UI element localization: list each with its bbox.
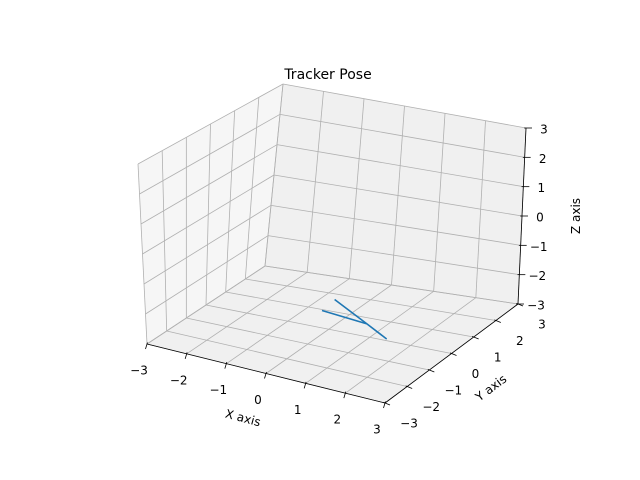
tick-marks [145, 127, 532, 409]
z-tick-label: 1 [538, 181, 546, 195]
y-tick-label: −2 [422, 400, 440, 414]
z-tick-label: 0 [536, 211, 544, 225]
grid-line-y [264, 83, 284, 267]
y-pane [265, 84, 526, 304]
series-lines [321, 298, 387, 340]
x-tick-label: 0 [254, 393, 262, 407]
z-tick-label: −3 [527, 299, 545, 313]
z-tick-label: 3 [540, 123, 548, 137]
x-tick-label: 3 [373, 423, 381, 437]
grid-line-y [245, 278, 496, 321]
x-tick-label: 2 [334, 413, 342, 427]
x-tick-label: −3 [130, 364, 148, 378]
y-tick [449, 352, 457, 356]
grid-line-z [139, 113, 281, 195]
x-tick [145, 342, 148, 350]
series-line [321, 298, 387, 340]
grid-lines [137, 83, 527, 404]
x-axis-label: X axis [224, 407, 262, 430]
y-tick-label: 2 [516, 334, 524, 348]
chart-title: Tracker Pose [283, 67, 371, 83]
grid-line-z [137, 83, 284, 165]
x-pane [138, 84, 283, 344]
z-tick-label: 2 [539, 152, 547, 166]
grid-line-z [279, 113, 525, 158]
x-tick [303, 381, 307, 389]
z-axis-label: Z axis [569, 198, 583, 234]
y-tick-label: 1 [494, 351, 502, 365]
x-tick [224, 362, 228, 369]
x-tick-label: 1 [294, 403, 302, 417]
x-tick [383, 401, 386, 409]
y-tick-label: −1 [444, 384, 462, 398]
x-tick [264, 371, 267, 379]
y-tick-label: −3 [400, 417, 418, 431]
x-tick-label: −2 [170, 373, 188, 387]
y-tick [383, 402, 391, 406]
y-tick-label: 3 [538, 318, 546, 332]
x-tick [184, 352, 188, 359]
z-tick-label: −1 [530, 240, 548, 254]
y-tick [494, 319, 501, 323]
y-tick [516, 303, 524, 307]
grid-line-z [282, 83, 527, 129]
x-tick-label: −1 [209, 383, 227, 397]
y-tick [405, 385, 413, 389]
y-tick-label: 0 [472, 367, 480, 381]
y-tick [472, 336, 479, 340]
y-tick [427, 369, 435, 373]
z-tick-label: −2 [528, 269, 546, 283]
x-tick [343, 391, 347, 399]
grid-line-y [264, 265, 519, 305]
